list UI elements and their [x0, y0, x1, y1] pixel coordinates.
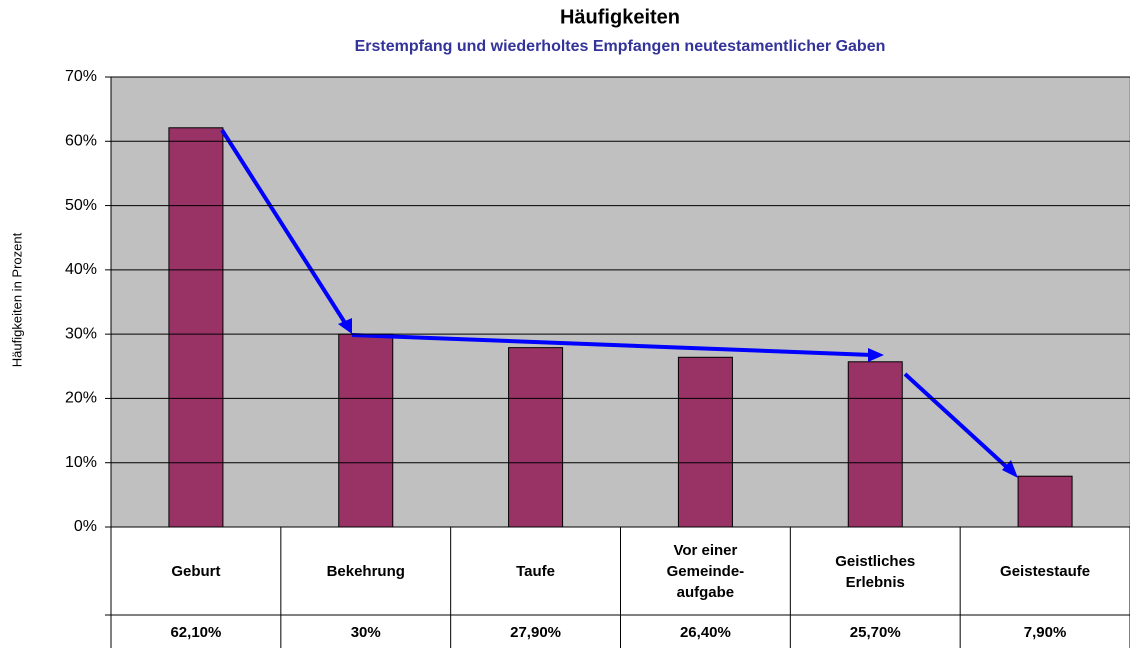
- value-label: 30%: [350, 623, 381, 641]
- category-label: Geburt: [171, 563, 221, 580]
- y-tick-label: 20%: [65, 390, 97, 407]
- value-label: 25,70%: [849, 623, 901, 641]
- arrow-head: [868, 348, 884, 362]
- value-label: 62,10%: [170, 623, 222, 641]
- chart-subtitle: Erstempfang und wiederholtes Empfangen n…: [355, 38, 886, 55]
- arrow-head: [338, 318, 352, 334]
- value-label: 27,90%: [510, 623, 561, 641]
- y-tick-label: 10%: [65, 454, 97, 471]
- y-tick-label: 50%: [65, 197, 97, 214]
- value-label: 7,90%: [1023, 623, 1067, 641]
- arrow-head: [1002, 460, 1018, 478]
- chart-title: Häufigkeiten: [560, 6, 680, 28]
- y-tick-label: 60%: [65, 133, 97, 150]
- bar: [508, 347, 564, 528]
- arrow-heads: [338, 318, 1018, 478]
- category-label: Bekehrung: [326, 563, 405, 580]
- category-label: Vor einer Gemeinde-aufgabe: [666, 542, 745, 601]
- plot-area: [110, 76, 1130, 528]
- bar: [677, 356, 733, 528]
- category-label: Geistliches Erlebnis: [835, 552, 916, 591]
- bar: [338, 333, 394, 528]
- bar: [168, 127, 224, 528]
- y-tick-label: 0%: [74, 518, 97, 535]
- y-axis-label: Häufigkeiten in Prozent: [9, 232, 24, 367]
- bar: [1017, 475, 1073, 528]
- arrow: [903, 372, 1013, 473]
- y-tick-label: 40%: [65, 261, 97, 278]
- y-tick-label: 70%: [65, 68, 97, 85]
- marks: [168, 127, 1073, 528]
- arrow: [351, 333, 873, 357]
- bar: [847, 361, 903, 528]
- category-label: Geistestaufe: [1000, 563, 1091, 580]
- trend-arrows: [220, 128, 1013, 473]
- arrow: [220, 128, 349, 328]
- value-label: 26,40%: [679, 623, 731, 641]
- y-tick-label: 30%: [65, 325, 97, 342]
- category-label: Taufe: [516, 563, 556, 580]
